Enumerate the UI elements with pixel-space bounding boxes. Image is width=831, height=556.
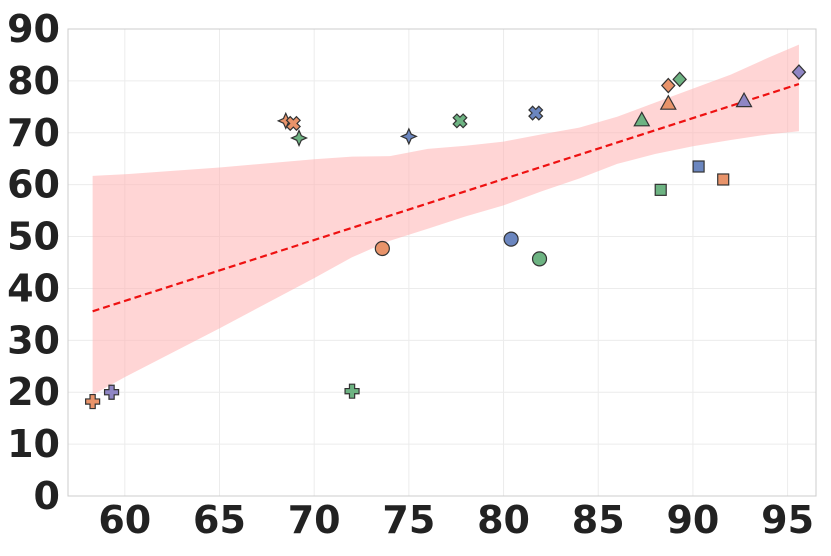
y-axis-tick-labels: 0 10 20 30 40 50 60 70 80 90 <box>7 7 60 518</box>
x-tick-label: 65 <box>193 498 246 542</box>
x-tick-label: 90 <box>666 498 719 542</box>
data-point-diamond-purple <box>791 64 807 80</box>
y-tick-label: 50 <box>7 215 60 259</box>
x-tick-label: 80 <box>477 498 530 542</box>
confidence-band <box>92 44 799 395</box>
data-point-plus-orange <box>85 393 101 410</box>
data-point-x-green <box>452 113 468 129</box>
y-tick-label: 80 <box>7 59 60 103</box>
data-point-circle-blue <box>503 231 519 247</box>
data-point-triangle-green <box>633 111 651 127</box>
regression-line <box>92 82 800 313</box>
data-point-square-green <box>654 183 667 196</box>
data-point-x-orange <box>285 115 301 132</box>
data-point-diamond-green <box>672 71 687 88</box>
x-tick-label: 95 <box>761 498 814 542</box>
data-point-plus-green <box>344 383 360 399</box>
data-point-diamond-orange <box>660 77 676 94</box>
y-tick-label: 0 <box>34 474 60 518</box>
data-point-x-blue <box>528 105 544 121</box>
data-point-plus-purple <box>103 384 120 400</box>
y-tick-label: 70 <box>7 111 60 155</box>
data-point-square-blue <box>692 160 705 173</box>
x-tick-label: 75 <box>382 498 435 542</box>
x-axis-tick-labels: 60 65 70 75 80 85 90 95 <box>98 498 814 542</box>
data-point-square-orange <box>717 173 730 186</box>
data-point-triangle-orange <box>659 94 677 110</box>
data-point-star-blue <box>399 127 418 146</box>
y-tick-label: 10 <box>7 422 60 466</box>
y-tick-label: 90 <box>7 7 60 51</box>
data-point-star-green <box>290 128 309 147</box>
x-tick-label: 60 <box>98 498 151 542</box>
data-point-triangle-purple <box>735 91 753 108</box>
x-tick-label: 85 <box>572 498 625 542</box>
y-tick-label: 40 <box>7 266 60 310</box>
data-point-circle-orange <box>374 240 390 257</box>
y-tick-label: 30 <box>7 318 60 362</box>
y-tick-label: 60 <box>7 163 60 207</box>
data-points <box>85 64 807 410</box>
data-point-circle-green <box>531 251 548 267</box>
y-tick-label: 20 <box>7 370 60 414</box>
x-tick-label: 70 <box>288 498 341 542</box>
plot-frame <box>67 28 817 497</box>
